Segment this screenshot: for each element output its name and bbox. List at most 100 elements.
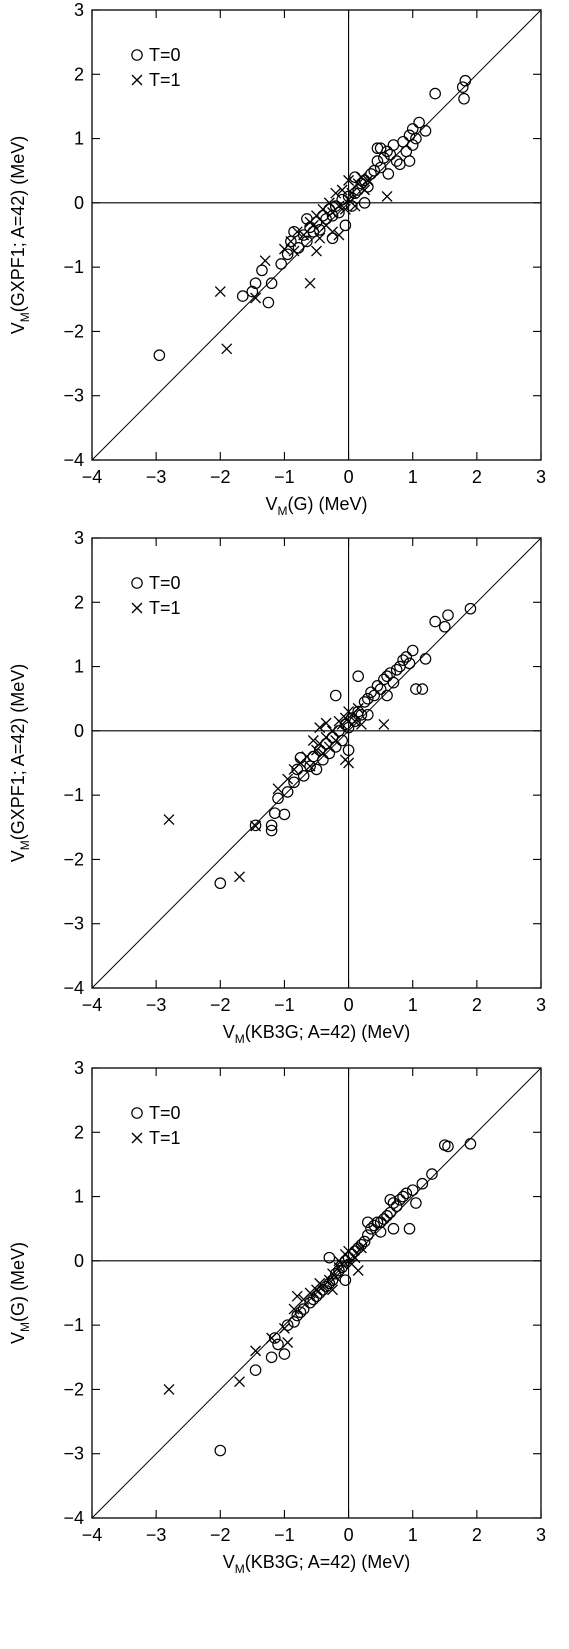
x-tick-label: 2 — [472, 467, 482, 487]
cross-stroke — [327, 226, 338, 238]
data-point-cross — [278, 243, 290, 255]
cross-stroke — [311, 245, 322, 257]
cross-stroke — [214, 286, 226, 298]
legend-label: T=1 — [149, 598, 181, 618]
data-point-circle — [384, 1206, 397, 1219]
data-point-circle — [355, 177, 368, 190]
data-point-circle — [458, 92, 470, 105]
cross-stroke — [362, 174, 374, 186]
diagonal-identity-line — [91, 537, 542, 989]
data-point-circle — [397, 1190, 409, 1203]
data-point-circle — [214, 1444, 227, 1457]
data-point-circle — [362, 180, 374, 193]
series-t0 — [214, 602, 477, 890]
data-point-circle — [410, 683, 422, 695]
series-t0 — [153, 74, 472, 362]
x-tick-label: 1 — [408, 995, 418, 1015]
cross-stroke — [291, 226, 303, 238]
data-point-cross — [304, 277, 316, 289]
y-axis-label: VM(GXPF1; A=42) (MeV) — [8, 664, 32, 863]
diagonal-identity-line — [91, 1067, 542, 1519]
data-point-circle — [406, 1184, 419, 1196]
cross-stroke — [381, 190, 393, 202]
data-point-circle — [326, 1274, 339, 1286]
legend: T=0T=1 — [131, 45, 181, 90]
data-point-circle — [429, 615, 441, 628]
y-tick-label: 0 — [74, 193, 84, 213]
data-point-circle — [419, 125, 432, 137]
cross-stroke — [311, 744, 322, 756]
data-point-circle — [358, 696, 371, 708]
data-point-cross — [359, 184, 371, 196]
y-tick-label: 2 — [74, 64, 84, 84]
cross-stroke — [336, 718, 348, 730]
y-axis-label: VM(GXPF1; A=42) (MeV) — [8, 136, 32, 335]
data-point-cross — [352, 1265, 364, 1276]
data-point-circle — [339, 219, 352, 232]
data-point-circle — [378, 1213, 390, 1225]
x-tick-label: −2 — [210, 467, 231, 487]
data-point-cross — [282, 1337, 294, 1348]
y-tick-label: −4 — [63, 1508, 84, 1528]
data-point-cross — [314, 232, 326, 244]
plot-frame — [91, 1067, 542, 1519]
data-point-circle — [288, 1316, 300, 1328]
data-point-cross — [307, 219, 319, 231]
data-point-circle — [249, 819, 262, 832]
legend: T=0T=1 — [131, 573, 181, 618]
x-tick-label: 1 — [408, 467, 418, 487]
data-point-cross — [288, 245, 300, 257]
data-point-circle — [394, 1193, 406, 1206]
legend-marker — [131, 602, 143, 614]
data-point-circle — [291, 1309, 304, 1322]
x-axis-label: VM(G) (MeV) — [265, 494, 367, 518]
data-point-cross — [259, 255, 271, 267]
data-point-circle — [426, 1168, 438, 1180]
cross-stroke — [359, 184, 371, 196]
data-point-circle — [368, 1219, 381, 1232]
data-point-circle — [214, 877, 227, 890]
data-point-cross — [330, 1271, 342, 1283]
data-point-circle — [320, 1280, 332, 1293]
y-tick-label: 1 — [74, 1187, 84, 1207]
data-point-circle — [442, 609, 454, 621]
data-point-circle — [382, 168, 395, 180]
y-tick-label: 0 — [74, 1251, 84, 1271]
x-tick-label: −1 — [274, 1525, 295, 1545]
data-point-circle — [378, 673, 390, 686]
data-point-circle — [281, 248, 294, 261]
data-point-circle — [358, 1235, 371, 1248]
cross-stroke — [339, 712, 351, 724]
data-point-cross — [339, 754, 351, 766]
series-t1 — [163, 702, 390, 883]
data-point-circle — [394, 158, 406, 171]
data-point-circle — [288, 776, 300, 789]
y-axis-label: VM(G) (MeV) — [8, 1242, 32, 1344]
data-point-circle — [323, 1277, 336, 1290]
cross-stroke — [349, 1252, 361, 1264]
data-point-circle — [336, 1261, 348, 1274]
data-point-cross — [311, 245, 322, 257]
chart-svg: −4 −3 −2 −1 0 1 2 3 −4 −3 −2 −1 0 1 2 3 VM(G) (MeV) VM(GX… — [8, 0, 546, 518]
data-point-circle — [352, 670, 364, 683]
x-axis-label: VM(KB3G; A=42) (MeV) — [223, 1552, 411, 1576]
data-point-cross — [301, 751, 313, 763]
data-point-circle — [333, 1264, 345, 1277]
series-t0 — [214, 1138, 477, 1457]
data-point-circle — [278, 808, 291, 821]
cross-stroke — [339, 754, 351, 766]
x-tick-label: 0 — [344, 467, 354, 487]
cross-stroke — [131, 1132, 143, 1144]
data-point-cross — [250, 292, 262, 304]
data-point-circle — [265, 277, 278, 290]
data-point-circle — [400, 145, 413, 158]
cross-stroke — [234, 1376, 245, 1388]
y-tick-label: −3 — [63, 386, 84, 406]
data-point-circle — [390, 1200, 403, 1213]
scatter-panel-gxpf1-vs-g: −4 −3 −2 −1 0 1 2 3 −4 −3 −2 −1 0 1 2 3 VM(G) (MeV) VM(GX… — [0, 0, 569, 540]
cross-stroke — [285, 235, 297, 247]
data-point-circle — [362, 708, 374, 721]
data-point-circle — [381, 1210, 393, 1222]
y-tick-label: −2 — [63, 1379, 84, 1399]
data-point-cross — [352, 702, 364, 714]
